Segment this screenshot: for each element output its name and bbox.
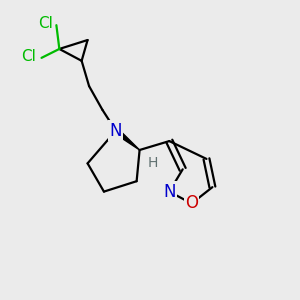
Polygon shape: [114, 128, 140, 150]
Text: O: O: [185, 194, 198, 212]
Text: N: N: [110, 122, 122, 140]
Text: H: H: [148, 156, 158, 170]
Text: N: N: [163, 183, 176, 201]
Text: Cl: Cl: [21, 49, 36, 64]
Text: Cl: Cl: [38, 16, 53, 31]
